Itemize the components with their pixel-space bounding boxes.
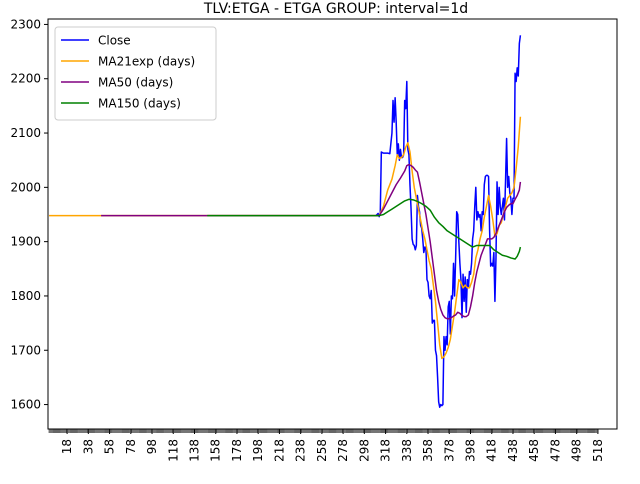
x-tick-label: 378	[442, 439, 456, 462]
legend-label-0: Close	[98, 34, 131, 48]
x-tick-label: 398	[464, 439, 478, 462]
x-tick-label: 198	[251, 439, 265, 462]
plot-layer	[49, 35, 522, 409]
x-tick-label: 438	[506, 439, 520, 462]
y-tick-label: 1700	[10, 343, 41, 357]
y-tick-label: 1900	[10, 235, 41, 249]
legend-label-3: MA150 (days)	[98, 97, 181, 111]
series-line-3	[207, 198, 522, 260]
x-tick-label: 138	[187, 439, 201, 462]
y-tick-label: 1600	[10, 398, 41, 412]
x-tick-label: 458	[527, 439, 541, 462]
legend: Close MA21exp (days) MA50 (days) MA150 (day…	[54, 26, 217, 121]
x-tick-label: 318	[379, 439, 393, 462]
x-tick-label: 298	[357, 439, 371, 462]
y-axis: 1600 1700 1800 1900 2000 2100 2200 2300	[10, 17, 48, 412]
legend-label-1: MA21exp (days)	[98, 55, 195, 69]
x-tick-label: 18	[60, 439, 74, 454]
x-tick-label: 498	[570, 439, 584, 462]
x-tick-label: 418	[485, 439, 499, 462]
x-tick-label: 358	[421, 439, 435, 462]
x-tick-label: 158	[209, 439, 223, 462]
y-tick-label: 2000	[10, 180, 41, 194]
y-tick-label: 1800	[10, 289, 41, 303]
x-tick-label: 218	[272, 439, 286, 462]
legend-box	[54, 26, 217, 121]
series-line-2	[101, 163, 522, 320]
y-tick-label: 2300	[10, 17, 41, 31]
x-tick-label: 258	[315, 439, 329, 462]
x-tick-label: 238	[294, 439, 308, 462]
x-tick-label: 78	[124, 439, 138, 454]
chart-title: TLV:ETGA - ETGA GROUP: interval=1d	[203, 1, 468, 17]
x-tick-label: 58	[103, 439, 117, 454]
x-tick-label: 338	[400, 439, 414, 462]
x-axis: 18 38 58 78 98 118 138 158 178 198 218 238 258 278 298…	[48, 429, 605, 462]
x-tick-label: 38	[81, 439, 95, 454]
x-tick-label: 518	[591, 439, 605, 462]
legend-label-2: MA50 (days)	[98, 76, 173, 90]
x-tick-label: 478	[548, 439, 562, 462]
y-tick-label: 2200	[10, 72, 41, 86]
x-tick-label: 178	[230, 439, 244, 462]
y-tick-label: 2100	[10, 126, 41, 140]
x-tick-label: 118	[166, 439, 180, 462]
series-line-0	[375, 35, 522, 409]
x-tick-label: 278	[336, 439, 350, 462]
x-tick-label: 98	[145, 439, 159, 454]
